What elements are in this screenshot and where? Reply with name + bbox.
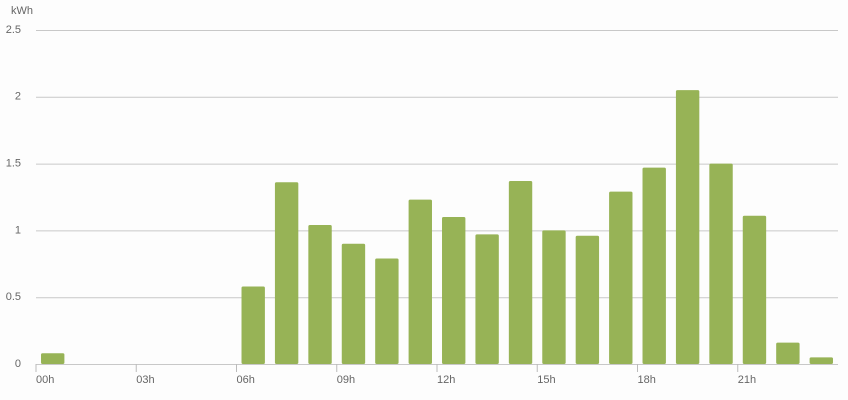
x-tick-label: 18h [638, 374, 656, 386]
bar [508, 180, 533, 364]
bar [809, 357, 833, 364]
bar [776, 342, 800, 364]
y-axis-label: kWh [11, 5, 33, 17]
x-tick-label: 09h [337, 374, 355, 386]
y-tick-label: 2.5 [6, 24, 21, 36]
bar [274, 182, 299, 364]
bar [709, 163, 733, 364]
y-tick-label: 1 [15, 224, 21, 236]
bar [542, 230, 566, 364]
x-tick-label: 21h [738, 374, 756, 386]
x-tick-label: 03h [136, 374, 154, 386]
bar [341, 243, 366, 364]
bar [575, 235, 600, 364]
bar [675, 90, 700, 365]
y-tick-label: 0 [15, 358, 21, 370]
bar [241, 286, 265, 364]
bar [308, 225, 332, 364]
bar [41, 353, 65, 364]
y-tick-label: 0.5 [6, 291, 21, 303]
y-tick-label: 2 [15, 91, 21, 103]
bar [742, 215, 767, 364]
bar [609, 191, 633, 364]
bar [408, 199, 432, 364]
x-tick-label: 00h [36, 374, 54, 386]
bar [475, 234, 499, 364]
bar [375, 258, 399, 364]
bar [642, 167, 666, 364]
bar [442, 217, 466, 364]
y-tick-label: 1.5 [6, 158, 21, 170]
x-tick-label: 06h [237, 374, 255, 386]
x-tick-label: 15h [537, 374, 555, 386]
x-tick-label: 12h [437, 374, 455, 386]
